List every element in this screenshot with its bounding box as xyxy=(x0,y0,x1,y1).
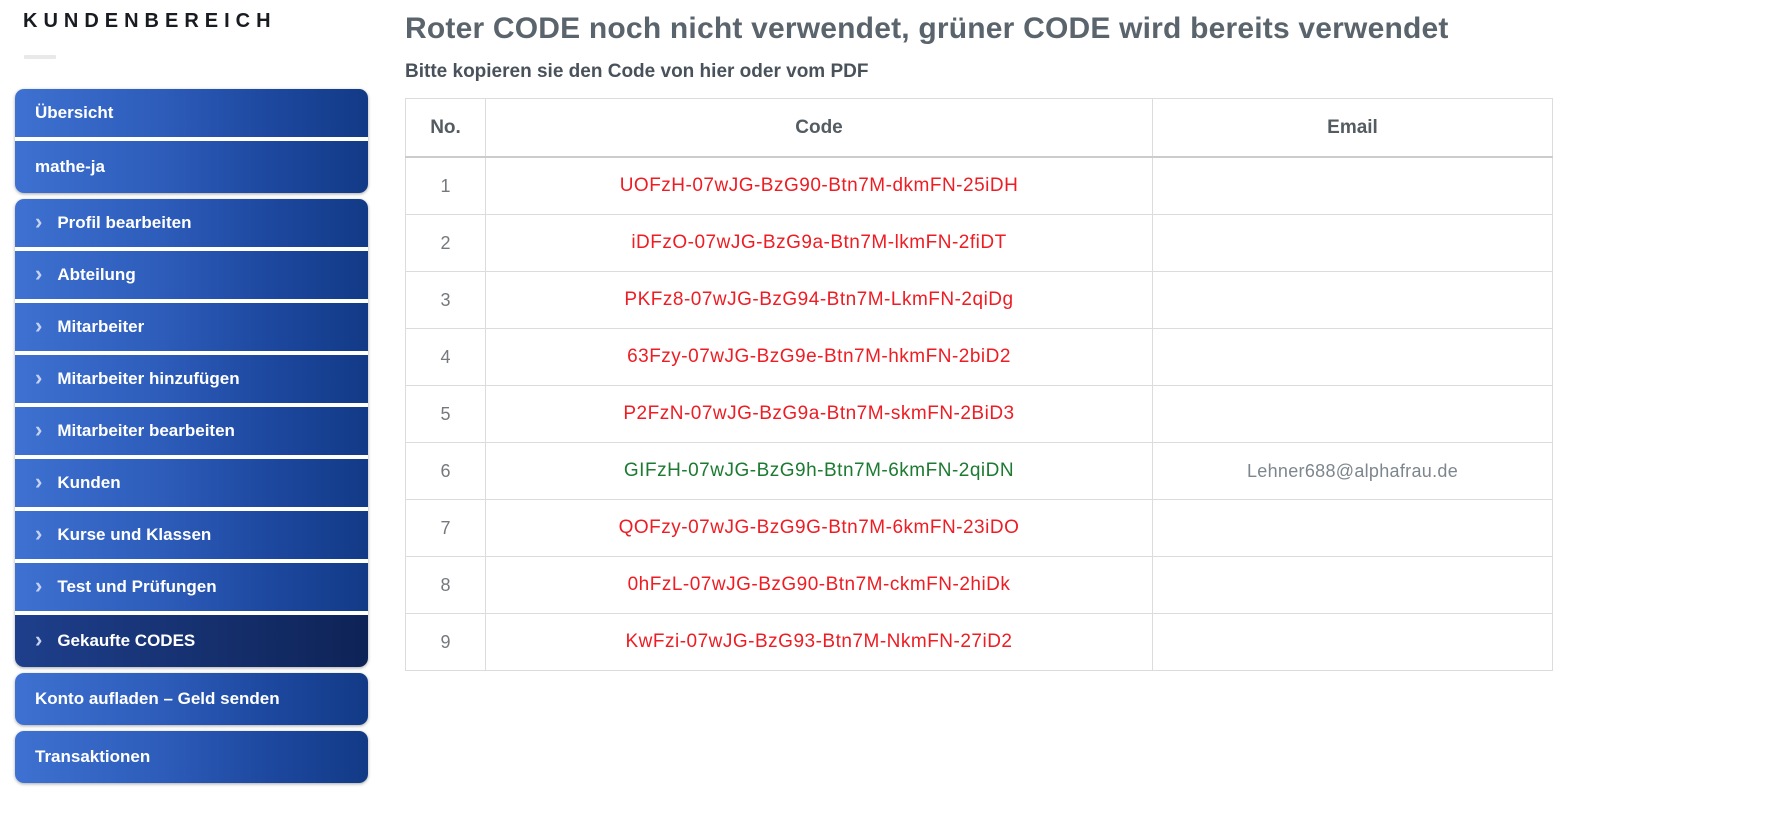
row-number: 8 xyxy=(405,556,486,614)
sidebar-item-gekaufte-codes[interactable]: › Gekaufte CODES xyxy=(15,615,368,667)
code-value: KwFzi-07wJG-BzG93-Btn7M-NkmFN-27iD2 xyxy=(485,613,1153,671)
chevron-right-icon: › xyxy=(35,364,43,390)
table-row: 5 P2FzN-07wJG-BzG9a-Btn7M-skmFN-2BiD3 xyxy=(405,385,1553,443)
table-row: 9 KwFzi-07wJG-BzG93-Btn7M-NkmFN-27iD2 xyxy=(405,613,1553,671)
sidebar-item-label: Profil bearbeiten xyxy=(57,213,192,232)
row-number: 2 xyxy=(405,214,486,272)
code-value: QOFzy-07wJG-BzG9G-Btn7M-6kmFN-23iDO xyxy=(485,499,1153,557)
main-content: Roter CODE noch nicht verwendet, grüner … xyxy=(405,12,1553,671)
code-value: UOFzH-07wJG-BzG90-Btn7M-dkmFN-25iDH xyxy=(485,156,1153,215)
chevron-right-icon: › xyxy=(35,312,43,338)
sidebar-item-abteilung[interactable]: › Abteilung xyxy=(15,251,368,303)
sidebar-item-label: Mitarbeiter bearbeiten xyxy=(57,421,235,440)
email-value xyxy=(1152,499,1553,557)
sidebar-item-label: Kunden xyxy=(57,473,121,492)
sidebar-item-label: Konto aufladen – Geld senden xyxy=(35,689,280,708)
code-value: 63Fzy-07wJG-BzG9e-Btn7M-hkmFN-2biD2 xyxy=(485,328,1153,386)
table-row: 8 0hFzL-07wJG-BzG90-Btn7M-ckmFN-2hiDk xyxy=(405,556,1553,614)
sidebar-item-label: Kurse und Klassen xyxy=(57,525,212,544)
table-row: 2 iDFzO-07wJG-BzG9a-Btn7M-lkmFN-2fiDT xyxy=(405,214,1553,272)
brand-divider xyxy=(24,55,56,59)
row-number: 1 xyxy=(405,156,486,215)
code-value: P2FzN-07wJG-BzG9a-Btn7M-skmFN-2BiD3 xyxy=(485,385,1153,443)
sidebar-item-mitarbeiter[interactable]: › Mitarbeiter xyxy=(15,303,368,355)
nav-group: › Profil bearbeiten › Abteilung › Mitarbeiter… xyxy=(15,199,368,667)
table-row: 3 PKFz8-07wJG-BzG94-Btn7M-LkmFN-2qiDg xyxy=(405,271,1553,329)
sidebar-item-transaktionen[interactable]: Transaktionen xyxy=(15,731,368,783)
chevron-right-icon: › xyxy=(35,572,43,598)
code-value: GIFzH-07wJG-BzG9h-Btn7M-6kmFN-2qiDN xyxy=(485,442,1153,500)
table-row: 6 GIFzH-07wJG-BzG9h-Btn7M-6kmFN-2qiDN Lehn… xyxy=(405,442,1553,500)
page-title: Roter CODE noch nicht verwendet, grüner … xyxy=(405,12,1449,45)
sidebar-item-übersicht[interactable]: Übersicht xyxy=(15,89,368,141)
codes-table-header: No. Code Email xyxy=(405,98,1553,158)
chevron-right-icon: › xyxy=(35,520,43,546)
table-row: 7 QOFzy-07wJG-BzG9G-Btn7M-6kmFN-23iDO xyxy=(405,499,1553,557)
code-value: PKFz8-07wJG-BzG94-Btn7M-LkmFN-2qiDg xyxy=(485,271,1153,329)
nav-group: Übersicht mathe-ja xyxy=(15,89,368,193)
email-value: Lehner688@alphafrau.de xyxy=(1152,442,1553,500)
row-number: 3 xyxy=(405,271,486,329)
email-value xyxy=(1152,271,1553,329)
table-row: 4 63Fzy-07wJG-BzG9e-Btn7M-hkmFN-2biD2 xyxy=(405,328,1553,386)
row-number: 4 xyxy=(405,328,486,386)
page-subtitle: Bitte kopieren sie den Code von hier ode… xyxy=(405,61,869,82)
codes-table-body: 1 UOFzH-07wJG-BzG90-Btn7M-dkmFN-25iDH 2 iDF… xyxy=(405,156,1553,671)
email-value xyxy=(1152,556,1553,614)
sidebar-item-label: Mitarbeiter hinzufügen xyxy=(57,369,240,388)
sidebar-item-mathe-ja[interactable]: mathe-ja xyxy=(15,141,368,193)
sidebar-item-label: Mitarbeiter xyxy=(57,317,145,336)
sidebar: KUNDENBEREICH Übersicht mathe-ja › Profil b… xyxy=(15,10,368,789)
sidebar-item-label: Übersicht xyxy=(35,103,114,122)
email-value xyxy=(1152,328,1553,386)
codes-table: No. Code Email 1 UOFzH-07wJG-BzG90-Btn7M-… xyxy=(405,98,1553,671)
sidebar-item-label: Gekaufte CODES xyxy=(57,631,196,650)
chevron-right-icon: › xyxy=(35,416,43,442)
sidebar-item-mitarbeiter-bearbeiten[interactable]: › Mitarbeiter bearbeiten xyxy=(15,407,368,459)
row-number: 5 xyxy=(405,385,486,443)
column-header-email: Email xyxy=(1152,98,1553,158)
chevron-right-icon: › xyxy=(35,260,43,286)
email-value xyxy=(1152,156,1553,215)
nav-group: Konto aufladen – Geld senden xyxy=(15,673,368,725)
sidebar-item-kurse-und-klassen[interactable]: › Kurse und Klassen xyxy=(15,511,368,563)
code-value: iDFzO-07wJG-BzG9a-Btn7M-lkmFN-2fiDT xyxy=(485,214,1153,272)
table-row: 1 UOFzH-07wJG-BzG90-Btn7M-dkmFN-25iDH xyxy=(405,156,1553,215)
email-value xyxy=(1152,385,1553,443)
chevron-right-icon: › xyxy=(35,626,43,652)
nav-group: Transaktionen xyxy=(15,731,368,783)
chevron-right-icon: › xyxy=(35,468,43,494)
row-number: 6 xyxy=(405,442,486,500)
chevron-right-icon: › xyxy=(35,208,43,234)
sidebar-item-mitarbeiter-hinzufügen[interactable]: › Mitarbeiter hinzufügen xyxy=(15,355,368,407)
sidebar-item-label: Transaktionen xyxy=(35,747,151,766)
row-number: 7 xyxy=(405,499,486,557)
sidebar-item-test-und-prüfungen[interactable]: › Test und Prüfungen xyxy=(15,563,368,615)
sidebar-item-profil-bearbeiten[interactable]: › Profil bearbeiten xyxy=(15,199,368,251)
sidebar-nav: Übersicht mathe-ja › Profil bearbeiten › Abte… xyxy=(15,89,368,783)
row-number: 9 xyxy=(405,613,486,671)
column-header-code: Code xyxy=(485,98,1153,158)
code-value: 0hFzL-07wJG-BzG90-Btn7M-ckmFN-2hiDk xyxy=(485,556,1153,614)
email-value xyxy=(1152,613,1553,671)
sidebar-item-label: mathe-ja xyxy=(35,157,105,176)
sidebar-item-konto-aufladen-geld-senden[interactable]: Konto aufladen – Geld senden xyxy=(15,673,368,725)
email-value xyxy=(1152,214,1553,272)
brand-title: KUNDENBEREICH xyxy=(23,10,277,32)
column-header-no: No. xyxy=(405,98,486,158)
sidebar-item-label: Test und Prüfungen xyxy=(57,577,217,596)
sidebar-item-label: Abteilung xyxy=(57,265,136,284)
sidebar-item-kunden[interactable]: › Kunden xyxy=(15,459,368,511)
